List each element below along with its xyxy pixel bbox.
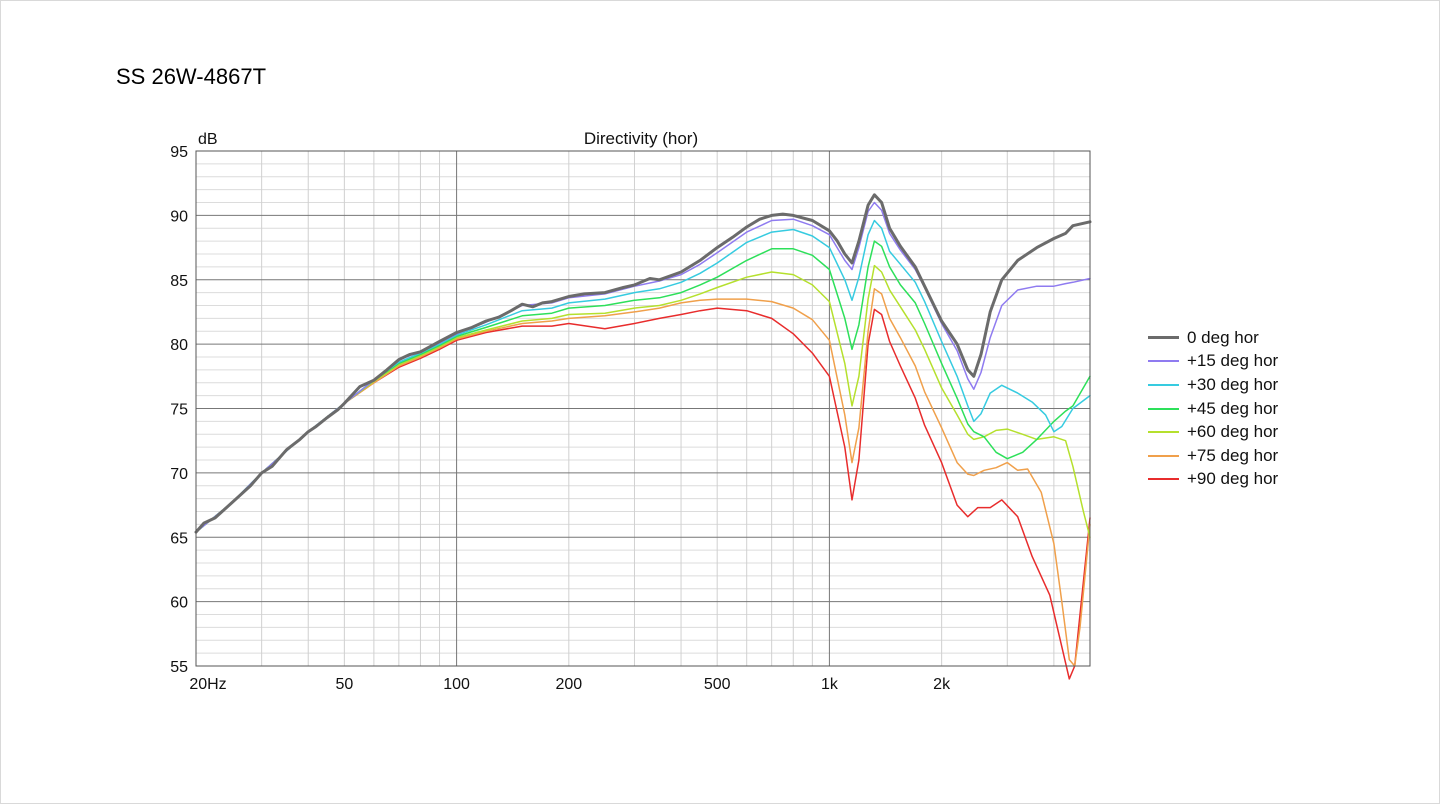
chart-title: Directivity (hor) [584,129,698,148]
legend-item: +60 deg hor [1148,420,1278,444]
series-line [195,201,1091,533]
legend-swatch [1148,454,1179,457]
legend-label: 0 deg hor [1187,327,1259,347]
x-axis-ticks: 20Hz 50 100 200 500 1k 2k [189,676,951,693]
series-line [195,219,1091,533]
legend-item: +90 deg hor [1148,468,1278,492]
legend-item: 0 deg hor [1148,326,1278,350]
legend-swatch [1148,431,1179,434]
legend-label: +45 deg hor [1187,398,1279,418]
y-axis-ticks: 55 60 65 70 75 80 85 90 95 [170,144,188,676]
legend-swatch [1148,336,1179,340]
x-tick-label: 2k [933,676,951,693]
series-line [195,307,1091,680]
y-tick-label: 65 [170,530,188,547]
series-line [195,264,1091,539]
legend-label: +30 deg hor [1187,374,1279,394]
y-axis-label: dB [198,131,218,148]
series-line [194,193,1092,534]
series-line [195,288,1091,667]
plot-border [195,150,1091,667]
x-tick-label: 1k [821,676,839,693]
series-layer [194,193,1092,680]
legend-swatch [1148,478,1179,481]
legend-label: +75 deg hor [1187,445,1279,465]
y-tick-label: 90 [170,208,188,225]
series-line [195,240,1091,533]
x-tick-label: 500 [704,676,731,693]
legend-swatch [1148,360,1179,363]
y-tick-label: 70 [170,466,188,483]
legend-swatch [1148,383,1179,386]
legend-label: +90 deg hor [1187,469,1279,489]
legend-swatch [1148,407,1179,410]
y-tick-label: 85 [170,273,188,290]
legend-label: +15 deg hor [1187,351,1279,371]
legend-item: +30 deg hor [1148,373,1278,397]
x-tick-label: 100 [443,676,470,693]
page-title: SS 26W-4867T [116,64,267,89]
y-tick-label: 80 [170,337,188,354]
legend-item: +45 deg hor [1148,397,1278,421]
y-tick-label: 60 [170,595,188,612]
y-tick-label: 95 [170,144,188,161]
y-tick-label: 75 [170,402,188,419]
chart-legend: 0 deg hor +15 deg hor +30 deg hor +45 deg h… [1148,326,1278,491]
legend-item: +15 deg hor [1148,350,1278,374]
x-tick-label: 200 [555,676,582,693]
legend-item: +75 deg hor [1148,444,1278,468]
y-tick-label: 55 [170,659,188,676]
legend-label: +60 deg hor [1187,422,1279,442]
x-tick-label: 50 [335,676,353,693]
x-tick-label: 20Hz [189,676,226,693]
